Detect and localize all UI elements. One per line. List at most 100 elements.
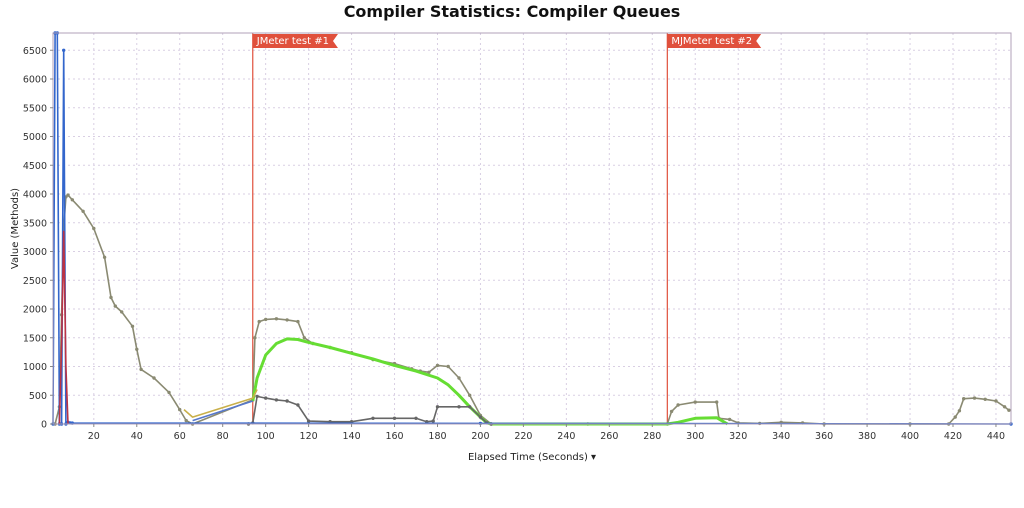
event-marker-flag[interactable]: MJMeter test #2 xyxy=(667,34,762,48)
series-point xyxy=(296,403,300,407)
series-line-4 xyxy=(58,230,69,425)
series-point xyxy=(302,336,306,340)
y-tick-label: 0 xyxy=(41,420,47,431)
chart-title: Compiler Statistics: Compiler Queues xyxy=(343,2,681,21)
series-line-0 xyxy=(54,194,1010,425)
x-tick-label: 320 xyxy=(729,431,747,442)
series-point xyxy=(715,400,719,404)
y-tick-label: 2000 xyxy=(23,305,47,316)
x-tick-label: 60 xyxy=(174,431,186,442)
series-point xyxy=(962,397,966,401)
series-point xyxy=(953,415,957,419)
series-point xyxy=(264,396,268,400)
series-point xyxy=(446,364,450,369)
series-point xyxy=(285,318,289,322)
x-axis-label[interactable]: Elapsed Time (Seconds) ▾ xyxy=(468,452,596,463)
y-tick-label: 500 xyxy=(29,391,47,402)
series-point xyxy=(1007,408,1011,412)
x-tick-label: 400 xyxy=(901,431,919,442)
y-tick-label: 5000 xyxy=(23,132,47,143)
series-point xyxy=(431,419,435,423)
series-point xyxy=(983,397,987,401)
series-point xyxy=(478,415,483,419)
series-point xyxy=(257,319,261,324)
series-point xyxy=(435,363,440,368)
series-line-2 xyxy=(248,395,492,425)
series-point xyxy=(130,324,135,328)
series-point xyxy=(167,390,171,395)
series-line-1 xyxy=(251,337,729,426)
series-point xyxy=(296,319,300,324)
series-point xyxy=(306,419,311,423)
x-tick-label: 220 xyxy=(514,431,532,442)
y-tick-label: 2500 xyxy=(23,276,47,287)
series-point xyxy=(184,418,188,423)
event-marker-flag[interactable]: JMeter test #1 xyxy=(252,34,338,48)
marker-labels[interactable]: JMeter test #1 MJMeter test #2 xyxy=(252,34,762,48)
x-tick-label: 160 xyxy=(385,431,403,442)
event-marker-flag-bg xyxy=(252,34,338,48)
y-tick-label: 1500 xyxy=(23,333,47,344)
series-point xyxy=(457,376,461,380)
x-tick-label: 280 xyxy=(643,431,661,442)
x-axis-ticks: 20 40 60 80 100 120 140 160 180 200 220 240 260 280 30… xyxy=(88,424,1005,442)
x-tick-label: 300 xyxy=(686,431,704,442)
y-tick-label: 1000 xyxy=(23,362,47,373)
event-marker-flag-bg xyxy=(667,34,762,48)
y-tick-label: 5500 xyxy=(23,103,47,114)
series-point xyxy=(285,399,289,403)
series-point xyxy=(427,370,431,374)
x-tick-label: 100 xyxy=(257,431,275,442)
series-point xyxy=(468,393,472,397)
x-tick-label: 420 xyxy=(944,431,962,442)
event-markers xyxy=(252,33,668,424)
series-point xyxy=(392,416,397,420)
series-point xyxy=(468,405,472,409)
series-point xyxy=(425,420,429,424)
grid xyxy=(53,33,1011,425)
y-axis-ticks: 0 500 1000 1500 2000 2500 3000 3500 4000 4500 5000… xyxy=(23,46,53,431)
event-marker-label: MJMeter test #2 xyxy=(671,36,752,47)
x-tick-label: 200 xyxy=(471,431,489,442)
series-point xyxy=(264,317,268,322)
series-point xyxy=(102,255,107,259)
series-point xyxy=(957,409,962,413)
series-line-6 xyxy=(192,400,254,422)
series-point xyxy=(972,396,977,400)
x-tick-label: 340 xyxy=(772,431,790,442)
x-tick-label: 240 xyxy=(557,431,575,442)
series-point xyxy=(92,226,96,231)
event-marker-label: JMeter test #1 xyxy=(256,36,329,47)
series-point xyxy=(669,409,674,414)
series-point xyxy=(109,295,113,300)
series-point xyxy=(1002,405,1007,409)
series-point xyxy=(371,416,375,420)
series-point xyxy=(727,417,732,422)
x-tick-label: 80 xyxy=(217,431,229,442)
series-point xyxy=(66,193,70,197)
x-tick-label: 440 xyxy=(987,431,1005,442)
series-point xyxy=(253,336,257,340)
series-point xyxy=(414,416,418,420)
series-point xyxy=(152,376,156,380)
series-point xyxy=(435,405,440,409)
x-tick-label: 380 xyxy=(858,431,876,442)
series-point xyxy=(178,407,182,412)
y-tick-label: 4000 xyxy=(23,190,47,201)
y-tick-label: 3000 xyxy=(23,247,47,258)
series-point xyxy=(255,394,259,399)
series-point xyxy=(120,310,124,314)
x-tick-label: 40 xyxy=(131,431,143,442)
plot-frame xyxy=(52,32,1012,425)
x-tick-label: 20 xyxy=(88,431,100,442)
x-tick-label: 360 xyxy=(815,431,833,442)
series-line-5 xyxy=(183,389,258,418)
series-point xyxy=(62,48,66,52)
series-point xyxy=(70,198,75,202)
series-point xyxy=(135,347,139,351)
x-tick-label: 140 xyxy=(342,431,360,442)
series-point xyxy=(676,403,680,407)
series-point xyxy=(274,317,279,321)
series-point xyxy=(274,398,279,402)
